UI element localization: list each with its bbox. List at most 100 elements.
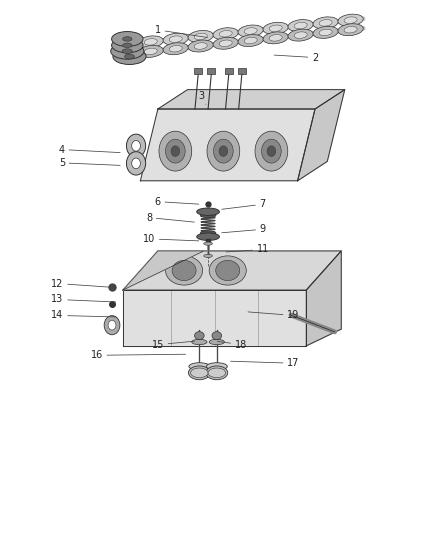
Text: 18: 18 (217, 340, 247, 350)
Ellipse shape (192, 340, 207, 345)
Ellipse shape (219, 146, 228, 157)
Ellipse shape (269, 25, 282, 31)
Ellipse shape (111, 43, 144, 59)
Text: 2: 2 (274, 53, 318, 62)
Ellipse shape (138, 36, 163, 48)
Ellipse shape (206, 363, 227, 370)
Ellipse shape (191, 368, 208, 377)
Text: 1: 1 (155, 25, 208, 37)
Polygon shape (158, 90, 345, 109)
Bar (194, 68, 202, 74)
Ellipse shape (123, 43, 132, 47)
Polygon shape (297, 90, 345, 181)
Polygon shape (141, 109, 315, 181)
Ellipse shape (288, 20, 313, 31)
Ellipse shape (138, 45, 163, 58)
Ellipse shape (219, 40, 232, 46)
Text: 9: 9 (222, 224, 266, 235)
Text: 11: 11 (226, 245, 269, 254)
Ellipse shape (188, 40, 213, 52)
Ellipse shape (194, 332, 204, 340)
Ellipse shape (263, 32, 288, 44)
Ellipse shape (163, 33, 188, 45)
Ellipse shape (219, 30, 232, 37)
Ellipse shape (214, 139, 233, 163)
Ellipse shape (338, 14, 363, 26)
Polygon shape (123, 251, 204, 290)
Polygon shape (123, 290, 306, 346)
Ellipse shape (238, 35, 263, 46)
Ellipse shape (319, 29, 332, 36)
Ellipse shape (112, 31, 143, 46)
Ellipse shape (123, 37, 132, 41)
Ellipse shape (213, 37, 238, 49)
Text: 3: 3 (198, 91, 206, 104)
Ellipse shape (189, 363, 210, 370)
Ellipse shape (113, 49, 146, 64)
Ellipse shape (294, 32, 307, 38)
Circle shape (108, 320, 116, 330)
Circle shape (104, 316, 120, 335)
Ellipse shape (313, 17, 338, 29)
Ellipse shape (169, 36, 182, 43)
Ellipse shape (163, 43, 188, 55)
Ellipse shape (204, 254, 212, 257)
Text: 6: 6 (155, 197, 199, 207)
Ellipse shape (267, 146, 276, 157)
Ellipse shape (216, 261, 240, 280)
Bar (238, 68, 246, 74)
Ellipse shape (261, 139, 281, 163)
Ellipse shape (244, 37, 257, 44)
Ellipse shape (200, 231, 216, 235)
Ellipse shape (269, 35, 282, 41)
Ellipse shape (294, 22, 307, 29)
Ellipse shape (169, 45, 182, 52)
Ellipse shape (197, 208, 219, 215)
Ellipse shape (204, 242, 212, 245)
Ellipse shape (200, 213, 216, 217)
Ellipse shape (238, 25, 263, 37)
Ellipse shape (166, 256, 203, 285)
Circle shape (127, 134, 146, 158)
Text: 8: 8 (146, 213, 194, 223)
Circle shape (132, 141, 141, 151)
Ellipse shape (344, 17, 357, 23)
Ellipse shape (172, 261, 196, 280)
Text: 10: 10 (143, 234, 199, 244)
Ellipse shape (144, 48, 157, 55)
Ellipse shape (255, 131, 288, 171)
Ellipse shape (338, 23, 363, 36)
Ellipse shape (122, 49, 132, 54)
Text: 12: 12 (51, 279, 116, 288)
Text: 14: 14 (51, 310, 116, 320)
Text: 13: 13 (51, 294, 116, 304)
Text: 5: 5 (59, 158, 120, 168)
Ellipse shape (209, 340, 224, 345)
Ellipse shape (188, 366, 210, 379)
Ellipse shape (144, 38, 157, 45)
Ellipse shape (171, 146, 180, 157)
Ellipse shape (159, 131, 192, 171)
Ellipse shape (197, 233, 219, 240)
Ellipse shape (263, 22, 288, 34)
Circle shape (132, 158, 141, 168)
Ellipse shape (208, 368, 226, 377)
Polygon shape (306, 251, 341, 346)
Ellipse shape (194, 43, 207, 49)
Ellipse shape (206, 366, 228, 379)
Ellipse shape (212, 332, 222, 340)
Ellipse shape (188, 30, 213, 43)
Ellipse shape (344, 27, 357, 33)
Ellipse shape (194, 33, 207, 39)
Text: 17: 17 (230, 358, 300, 368)
Text: 19: 19 (248, 310, 299, 320)
Ellipse shape (207, 131, 240, 171)
Bar (225, 68, 233, 74)
Circle shape (127, 152, 146, 175)
Text: 16: 16 (91, 350, 186, 360)
Ellipse shape (244, 28, 257, 34)
Ellipse shape (288, 29, 313, 41)
Polygon shape (123, 251, 341, 290)
Text: 4: 4 (59, 144, 120, 155)
Ellipse shape (166, 139, 185, 163)
